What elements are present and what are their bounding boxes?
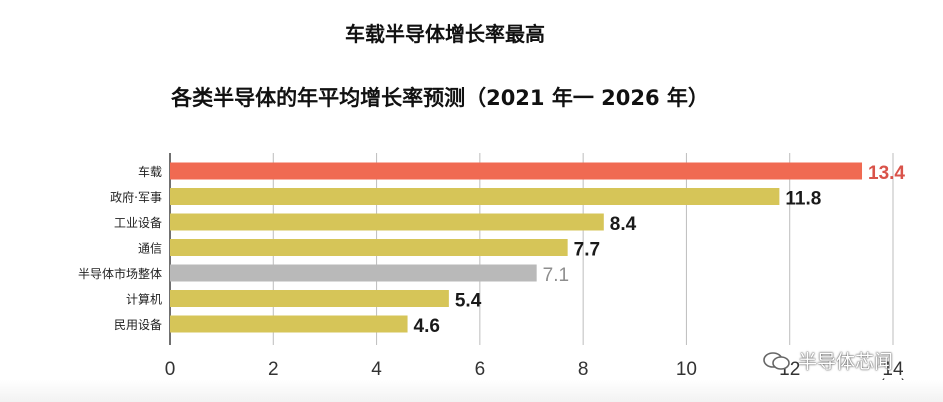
bar (170, 162, 863, 180)
wechat-icon (763, 351, 790, 370)
chart-main-title: 车载半导体增长率最高 (345, 22, 545, 46)
category-label: 政府·军事 (110, 190, 162, 205)
value-label: 4.6 (414, 316, 440, 337)
x-tick-label: 14 (882, 359, 904, 380)
chart-subtitle: 各类半导体的年平均增长率预测（2021 年一 2026 年） (171, 86, 709, 110)
x-tick-label: 0 (165, 359, 176, 380)
category-label: 计算机 (126, 292, 162, 307)
watermark-text: 半导体芯闻 (798, 351, 894, 373)
value-label: 8.4 (610, 214, 637, 235)
x-tick-label: 4 (371, 359, 382, 380)
bar (170, 239, 568, 256)
bar (170, 315, 408, 333)
value-label: 13.4 (868, 163, 905, 184)
value-label: 11.8 (785, 189, 821, 210)
x-tick-label: 8 (578, 359, 589, 380)
category-label: 工业设备 (114, 216, 162, 230)
category-label: 车载 (138, 164, 162, 179)
category-label: 民用设备 (114, 318, 162, 332)
bar (170, 290, 449, 307)
bar (170, 188, 780, 205)
value-label: 7.1 (543, 265, 569, 286)
bottom-strip (0, 380, 943, 402)
category-label: 通信 (138, 242, 162, 256)
x-tick-label: 6 (475, 359, 486, 380)
x-tick-label: 10 (676, 359, 697, 380)
x-tick-label: 2 (268, 359, 279, 380)
bar (170, 213, 604, 231)
category-label: 半导体市场整体 (78, 266, 162, 281)
watermark: 半导体芯闻 (762, 347, 893, 374)
bar (170, 264, 537, 282)
value-label: 7.7 (574, 240, 600, 261)
value-label: 5.4 (455, 291, 482, 312)
